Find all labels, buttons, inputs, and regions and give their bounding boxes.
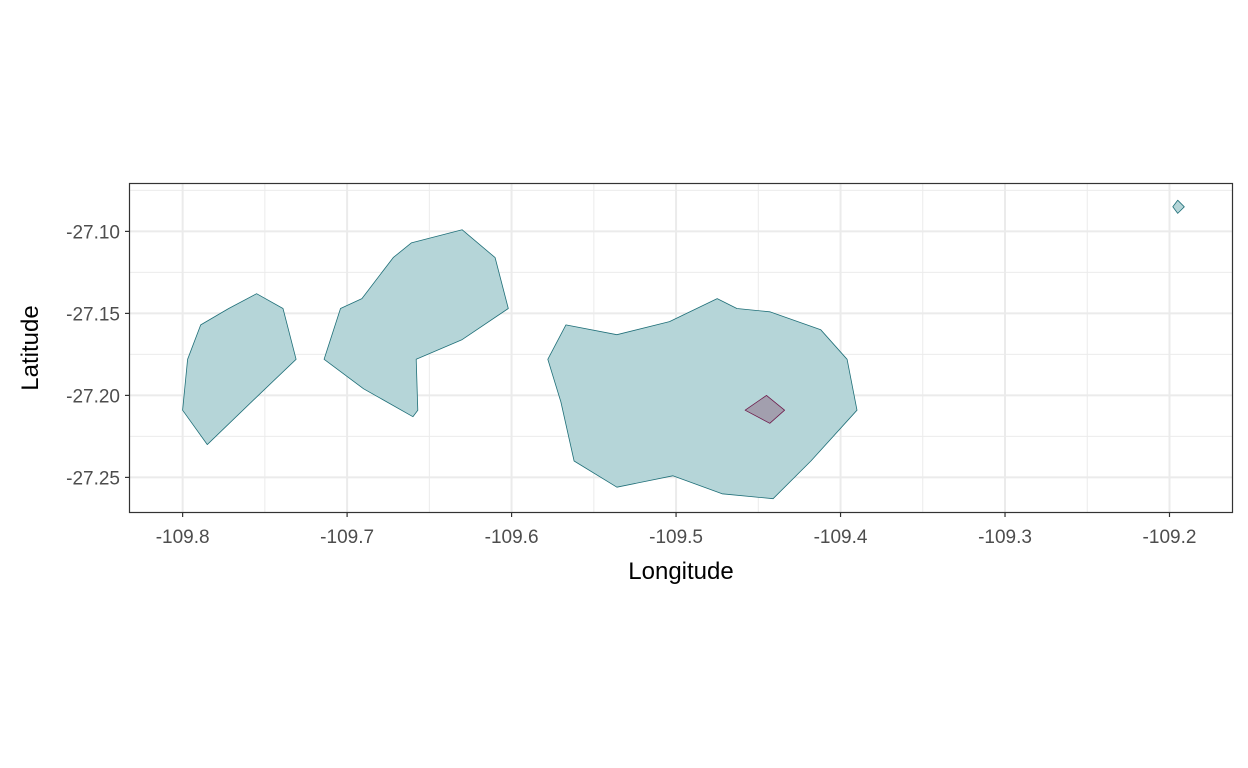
inner-region xyxy=(744,394,785,424)
x-axis-title: Longitude xyxy=(628,558,733,585)
x-tick-label: -109.8 xyxy=(156,527,210,548)
region-east xyxy=(547,298,858,500)
y-tick-label: -27.15 xyxy=(66,304,120,325)
x-axis: -109.8 -109.7 -109.6 -109.5 -109.4 -109.3 -109… xyxy=(156,512,1197,548)
y-tick-label: -27.20 xyxy=(66,386,120,407)
region-west xyxy=(182,293,297,446)
y-axis-title: Latitude xyxy=(17,305,44,390)
y-tick-label: -27.10 xyxy=(66,222,120,243)
x-tick-label: -109.7 xyxy=(320,527,374,548)
y-axis: -27.10 -27.15 -27.20 -27.25 xyxy=(66,222,130,489)
x-tick-label: -109.4 xyxy=(814,527,868,548)
panel-border xyxy=(128,182,1234,514)
x-tick-label: -109.6 xyxy=(485,527,539,548)
y-tick-label: -27.25 xyxy=(66,468,120,489)
small-islet xyxy=(1172,199,1185,214)
x-tick-label: -109.3 xyxy=(978,527,1032,548)
polygon-layer xyxy=(182,199,1185,500)
region-north xyxy=(323,229,509,418)
x-tick-label: -109.2 xyxy=(1143,527,1197,548)
x-tick-label: -109.5 xyxy=(649,527,703,548)
